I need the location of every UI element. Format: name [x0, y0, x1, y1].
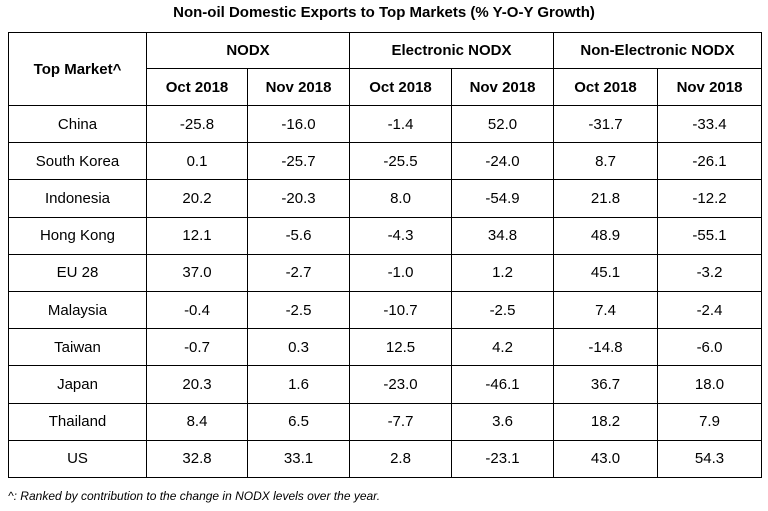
market-cell: Indonesia [8, 179, 147, 218]
value-cell: -25.7 [247, 142, 350, 181]
value-cell: -10.7 [349, 290, 452, 330]
subheader-oct: Oct 2018 [349, 68, 452, 106]
value-cell: -2.5 [451, 290, 554, 330]
value-cell: -6.0 [657, 328, 762, 367]
value-cell: 12.5 [349, 328, 452, 367]
value-cell: -14.8 [553, 328, 658, 367]
market-cell: South Korea [8, 142, 147, 181]
value-cell: 45.1 [553, 253, 658, 292]
value-cell: 32.8 [146, 439, 248, 478]
value-cell: 43.0 [553, 439, 658, 478]
market-cell: Malaysia [8, 290, 147, 330]
value-cell: -12.2 [657, 179, 762, 218]
value-cell: -7.7 [349, 402, 452, 441]
value-cell: 12.1 [146, 216, 248, 255]
value-cell: -54.9 [451, 179, 554, 218]
value-cell: 4.2 [451, 328, 554, 367]
market-cell: Thailand [8, 402, 147, 441]
value-cell: -23.0 [349, 365, 452, 404]
value-cell: -25.5 [349, 142, 452, 181]
value-cell: 18.0 [657, 365, 762, 404]
value-cell: 20.3 [146, 365, 248, 404]
value-cell: 1.2 [451, 253, 554, 292]
value-cell: 48.9 [553, 216, 658, 255]
group-header-nodx: NODX [146, 32, 350, 69]
value-cell: 8.4 [146, 402, 248, 441]
table-row: US 32.8 33.1 2.8 -23.1 43.0 54.3 [8, 439, 762, 478]
value-cell: 18.2 [553, 402, 658, 441]
value-cell: 0.3 [247, 328, 350, 367]
value-cell: -25.8 [146, 104, 248, 144]
value-cell: 6.5 [247, 402, 350, 441]
market-cell: Hong Kong [8, 216, 147, 255]
table-row: China -25.8 -16.0 -1.4 52.0 -31.7 -33.4 [8, 104, 762, 144]
value-cell: -1.4 [349, 104, 452, 144]
group-header-row: Top Market^ NODX Electronic NODX Non-Ele… [8, 32, 762, 106]
value-cell: 8.7 [553, 142, 658, 181]
value-cell: 21.8 [553, 179, 658, 218]
value-cell: 34.8 [451, 216, 554, 255]
market-cell: Taiwan [8, 328, 147, 367]
value-cell: -2.7 [247, 253, 350, 292]
value-cell: 54.3 [657, 439, 762, 478]
value-cell: 7.9 [657, 402, 762, 441]
value-cell: -26.1 [657, 142, 762, 181]
value-cell: 20.2 [146, 179, 248, 218]
value-cell: -46.1 [451, 365, 554, 404]
value-cell: 2.8 [349, 439, 452, 478]
value-cell: 0.1 [146, 142, 248, 181]
table-row: Thailand 8.4 6.5 -7.7 3.6 18.2 7.9 [8, 402, 762, 441]
value-cell: -55.1 [657, 216, 762, 255]
value-cell: -2.4 [657, 290, 762, 330]
value-cell: -23.1 [451, 439, 554, 478]
group-header-non-electronic: Non-Electronic NODX [553, 32, 762, 69]
subheader-nov: Nov 2018 [247, 68, 350, 106]
table-row: Indonesia 20.2 -20.3 8.0 -54.9 21.8 -12.2 [8, 179, 762, 218]
value-cell: -0.4 [146, 290, 248, 330]
value-cell: 8.0 [349, 179, 452, 218]
value-cell: -4.3 [349, 216, 452, 255]
value-cell: -5.6 [247, 216, 350, 255]
value-cell: 7.4 [553, 290, 658, 330]
value-cell: -24.0 [451, 142, 554, 181]
value-cell: -33.4 [657, 104, 762, 144]
value-cell: 3.6 [451, 402, 554, 441]
market-cell: Japan [8, 365, 147, 404]
value-cell: -2.5 [247, 290, 350, 330]
value-cell: -31.7 [553, 104, 658, 144]
value-cell: 33.1 [247, 439, 350, 478]
table-row: Japan 20.3 1.6 -23.0 -46.1 36.7 18.0 [8, 365, 762, 404]
value-cell: -0.7 [146, 328, 248, 367]
market-cell: US [8, 439, 147, 478]
market-cell: EU 28 [8, 253, 147, 292]
market-header: Top Market^ [8, 32, 147, 106]
subheader-row: Oct 2018 Nov 2018 Oct 2018 Nov 2018 Oct … [9, 68, 762, 106]
value-cell: 36.7 [553, 365, 658, 404]
group-header-electronic: Electronic NODX [349, 32, 554, 69]
market-cell: China [8, 104, 147, 144]
table-row: South Korea 0.1 -25.7 -25.5 -24.0 8.7 -26.1 [8, 142, 762, 181]
table-row: Malaysia -0.4 -2.5 -10.7 -2.5 7.4 -2.4 [8, 290, 762, 330]
table-row: EU 28 37.0 -2.7 -1.0 1.2 45.1 -3.2 [8, 253, 762, 292]
table-row: Taiwan -0.7 0.3 12.5 4.2 -14.8 -6.0 [8, 328, 762, 367]
table-body: China -25.8 -16.0 -1.4 52.0 -31.7 -33.4 South K… [8, 104, 762, 478]
subheader-nov: Nov 2018 [657, 68, 762, 106]
subheader-nov: Nov 2018 [451, 68, 554, 106]
value-cell: 1.6 [247, 365, 350, 404]
value-cell: 52.0 [451, 104, 554, 144]
subheader-oct: Oct 2018 [553, 68, 658, 106]
value-cell: -1.0 [349, 253, 452, 292]
subheader-oct: Oct 2018 [146, 68, 248, 106]
value-cell: -16.0 [247, 104, 350, 144]
footnote: ^: Ranked by contribution to the change … [8, 489, 381, 503]
exports-table: Top Market^ NODX Electronic NODX Non-Ele… [8, 32, 762, 478]
table-row: Hong Kong 12.1 -5.6 -4.3 34.8 48.9 -55.1 [8, 216, 762, 255]
value-cell: -20.3 [247, 179, 350, 218]
table-title: Non-oil Domestic Exports to Top Markets … [173, 4, 595, 21]
value-cell: -3.2 [657, 253, 762, 292]
value-cell: 37.0 [146, 253, 248, 292]
